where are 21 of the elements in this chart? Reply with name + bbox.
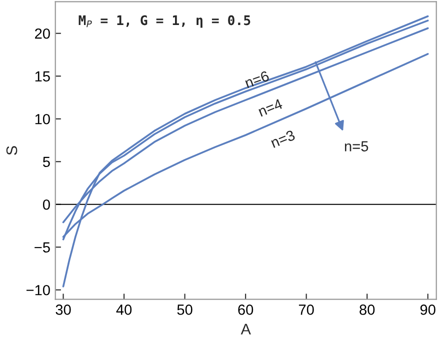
y-tick-label: 5 — [42, 156, 50, 168]
x-axis-title: A — [240, 324, 251, 334]
x-tick-label: 70 — [298, 304, 314, 315]
x-tick-label: 50 — [177, 304, 192, 315]
annotation: n=5 — [344, 141, 368, 152]
y-tick-label: 15 — [35, 71, 50, 82]
x-tick-label: 80 — [360, 304, 375, 315]
annotation: n=4 — [258, 98, 284, 117]
y-axis-title: S — [6, 146, 18, 155]
x-tick-label: 30 — [56, 304, 71, 315]
annotation: n=3 — [270, 130, 296, 148]
y-tick-label: −10 — [26, 284, 50, 296]
y-tick-label: 20 — [35, 28, 50, 39]
x-tick-label: 60 — [238, 304, 254, 315]
annotation: M$_{P}$ = 1, G = 1, η = 0.5 — [78, 15, 250, 28]
x-tick-label: 90 — [420, 304, 436, 315]
annotation: n=6 — [244, 70, 270, 88]
y-tick-label: 10 — [35, 114, 50, 124]
y-tick-label: −5 — [34, 242, 50, 253]
x-tick-label: 40 — [116, 304, 132, 315]
y-tick-label: 0 — [42, 199, 50, 210]
